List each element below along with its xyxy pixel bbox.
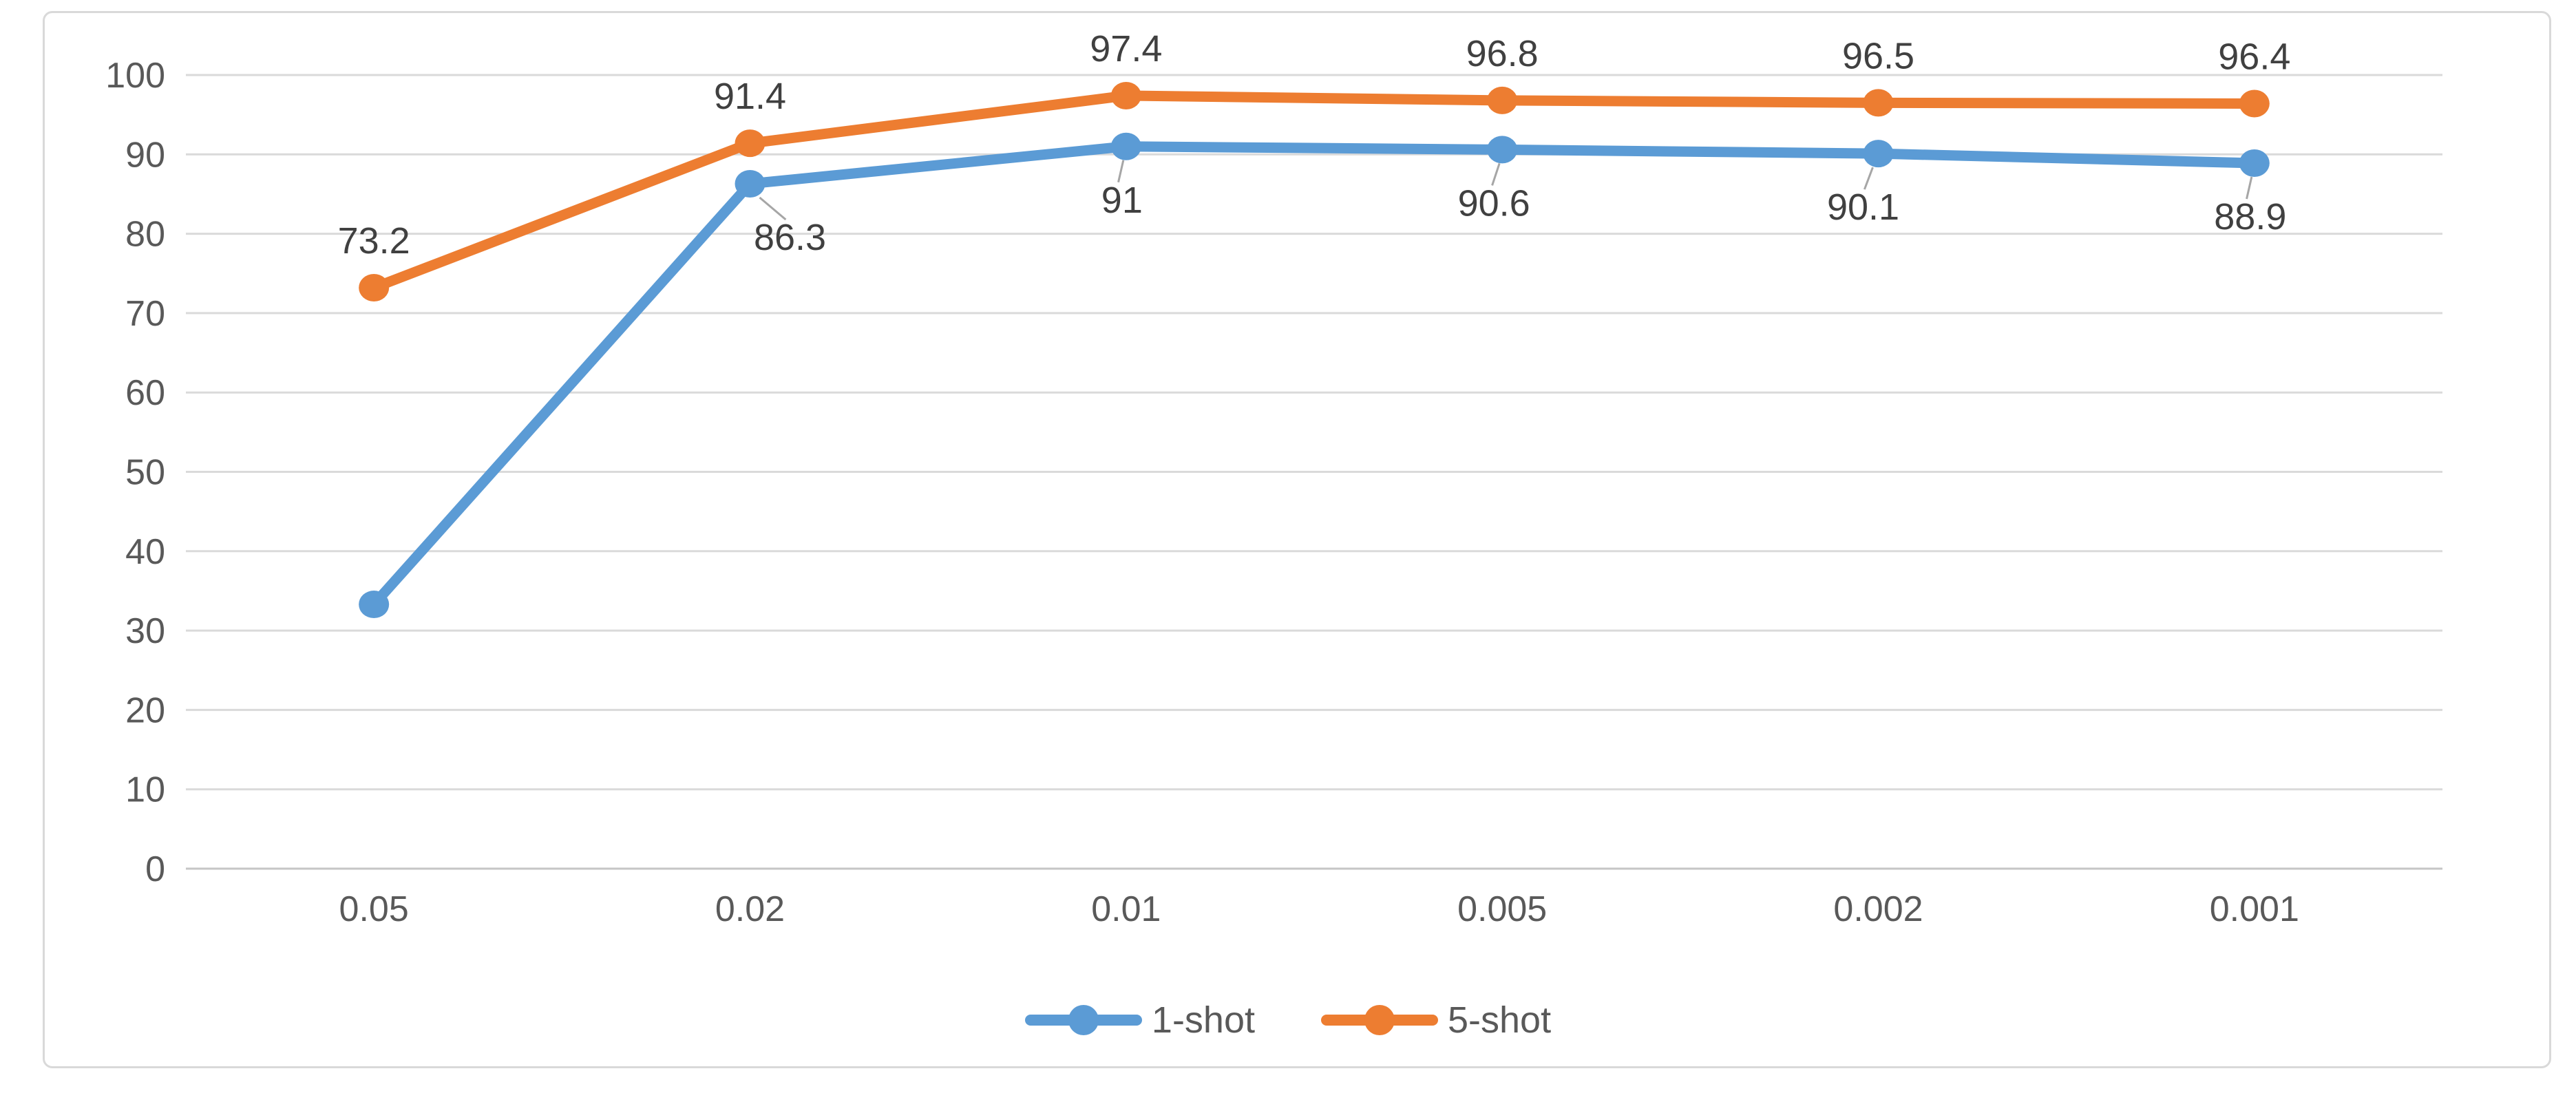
data-point-5-shot — [359, 274, 390, 302]
legend-label-5-shot: 5-shot — [1448, 999, 1552, 1041]
data-point-5-shot — [1487, 86, 1518, 114]
x-tick-label: 0.002 — [1833, 889, 1923, 929]
y-tick-label: 10 — [125, 770, 165, 810]
data-label-1-shot: 91 — [1101, 180, 1143, 221]
x-tick-label: 0.005 — [1457, 889, 1547, 929]
data-label-1-shot: 86.3 — [754, 217, 826, 258]
label-leader-line — [1491, 162, 1501, 186]
legend-item-1-shot: 1-shot — [1024, 999, 1255, 1041]
data-point-5-shot — [1110, 81, 1141, 109]
data-point-5-shot — [1863, 89, 1894, 117]
legend-marker-5-shot-icon — [1321, 1005, 1438, 1035]
x-tick-label: 0.05 — [339, 889, 409, 929]
legend-marker-1-shot-icon — [1024, 1005, 1142, 1035]
x-tick-label: 0.01 — [1091, 889, 1161, 929]
data-point-1-shot — [1487, 136, 1518, 164]
legend-label-1-shot: 1-shot — [1151, 999, 1255, 1041]
data-label-5-shot: 96.4 — [2218, 36, 2290, 78]
legend-item-5-shot: 5-shot — [1321, 1002, 1551, 1039]
y-tick-label: 40 — [125, 532, 165, 572]
label-leader-line — [759, 196, 787, 221]
label-leader-line — [1863, 167, 1874, 190]
label-leader-line — [2246, 176, 2253, 200]
data-point-1-shot — [2239, 149, 2270, 177]
series-line-1-shot — [368, 141, 2260, 610]
y-tick-label: 50 — [125, 453, 165, 493]
series-line-5-shot — [368, 90, 2260, 293]
data-label-5-shot: 91.4 — [714, 76, 786, 117]
data-label-5-shot: 97.4 — [1090, 28, 1162, 70]
data-label-5-shot: 73.2 — [338, 220, 410, 262]
chart-frame — [43, 11, 2551, 1068]
data-label-5-shot: 96.5 — [1842, 35, 1914, 76]
x-tick-label: 0.001 — [2210, 889, 2299, 929]
data-label-1-shot: 90.6 — [1458, 182, 1530, 224]
data-point-1-shot — [735, 169, 766, 198]
y-tick-label: 70 — [125, 294, 165, 334]
chart-legend: 1-shot 5-shot — [0, 986, 2576, 1055]
y-tick-label: 90 — [125, 135, 165, 175]
y-tick-label: 30 — [125, 611, 165, 651]
y-tick-label: 20 — [125, 690, 165, 730]
y-tick-label: 100 — [105, 56, 165, 96]
data-point-5-shot — [2239, 89, 2270, 118]
y-tick-label: 60 — [125, 373, 165, 413]
label-leader-line — [1117, 160, 1125, 183]
y-tick-label: 80 — [125, 215, 165, 255]
data-label-1-shot: 88.9 — [2214, 196, 2286, 237]
data-point-1-shot — [359, 591, 390, 619]
data-point-5-shot — [735, 129, 766, 158]
data-point-1-shot — [1863, 140, 1894, 168]
data-label-5-shot: 96.8 — [1466, 33, 1539, 74]
y-tick-label: 0 — [145, 849, 165, 889]
data-point-1-shot — [1110, 132, 1141, 160]
data-label-1-shot: 90.1 — [1827, 187, 1899, 228]
x-tick-label: 0.02 — [715, 889, 785, 929]
